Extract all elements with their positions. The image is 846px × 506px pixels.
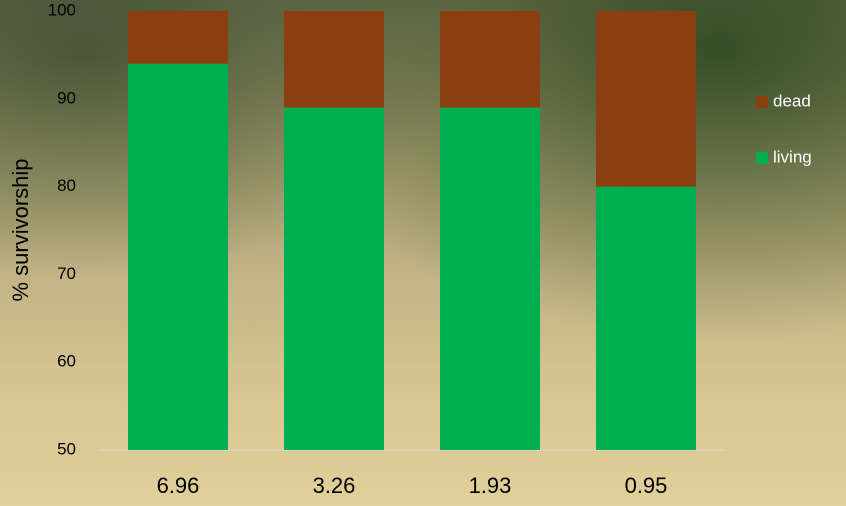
bar-segment	[128, 11, 228, 64]
legend-label: living	[773, 147, 812, 166]
bar-segment	[440, 107, 540, 450]
bar-segment	[284, 11, 384, 108]
x-tick-label: 0.95	[625, 473, 668, 498]
legend-swatch	[756, 152, 768, 164]
legend-label: dead	[773, 91, 811, 110]
x-tick-label: 3.26	[313, 473, 356, 498]
bar-segment	[596, 11, 696, 187]
y-tick-label: 60	[57, 352, 76, 371]
bar-segment	[596, 186, 696, 450]
y-tick-label: 70	[57, 264, 76, 283]
legend-swatch	[756, 96, 768, 108]
x-tick-label: 1.93	[469, 473, 512, 498]
x-tick-label: 6.96	[157, 473, 200, 498]
bar-segment	[128, 63, 228, 451]
y-tick-label: 100	[48, 0, 76, 19]
y-axis-label: % survivorship	[8, 158, 33, 301]
bar-segment	[440, 11, 540, 108]
bar-segment	[284, 107, 384, 450]
y-tick-label: 80	[57, 176, 76, 195]
y-tick-label: 50	[57, 439, 76, 458]
y-tick-label: 90	[57, 88, 76, 107]
